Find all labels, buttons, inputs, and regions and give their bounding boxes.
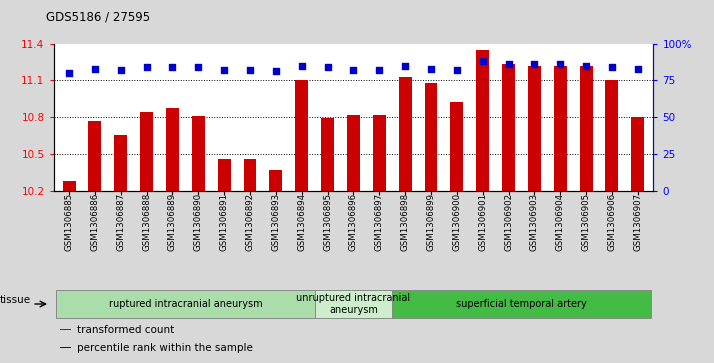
- Point: [451, 67, 463, 73]
- Bar: [451, 102, 463, 191]
- Bar: [59, 347, 71, 348]
- Bar: [373, 115, 386, 191]
- Point: [167, 64, 178, 70]
- Bar: [476, 50, 489, 191]
- Text: percentile rank within the sample: percentile rank within the sample: [76, 343, 252, 353]
- Text: ruptured intracranial aneurysm: ruptured intracranial aneurysm: [109, 299, 262, 309]
- Text: GSM1306906: GSM1306906: [608, 192, 616, 251]
- FancyBboxPatch shape: [315, 290, 392, 318]
- Bar: [192, 116, 205, 191]
- Text: GSM1306897: GSM1306897: [375, 192, 384, 251]
- Text: GSM1306907: GSM1306907: [633, 192, 643, 251]
- Point: [632, 66, 643, 72]
- Point: [270, 69, 281, 74]
- Point: [399, 63, 411, 69]
- Bar: [631, 117, 644, 191]
- Bar: [425, 83, 438, 191]
- Point: [555, 61, 566, 67]
- Text: GSM1306898: GSM1306898: [401, 192, 410, 251]
- Bar: [554, 66, 567, 191]
- Bar: [605, 80, 618, 191]
- Bar: [59, 329, 71, 330]
- Text: GDS5186 / 27595: GDS5186 / 27595: [46, 11, 151, 24]
- Text: unruptured intracranial
aneurysm: unruptured intracranial aneurysm: [296, 293, 411, 315]
- Point: [193, 64, 204, 70]
- Bar: [140, 112, 153, 191]
- Text: GSM1306901: GSM1306901: [478, 192, 487, 251]
- Bar: [502, 64, 515, 191]
- Text: GSM1306890: GSM1306890: [193, 192, 203, 251]
- Point: [503, 61, 514, 67]
- Bar: [166, 109, 179, 191]
- Bar: [218, 159, 231, 191]
- Bar: [114, 135, 127, 191]
- Text: GSM1306900: GSM1306900: [453, 192, 461, 251]
- Point: [348, 67, 359, 73]
- Bar: [347, 115, 360, 191]
- Point: [373, 67, 385, 73]
- Bar: [580, 66, 593, 191]
- Point: [477, 58, 488, 64]
- Bar: [243, 159, 256, 191]
- Point: [141, 64, 152, 70]
- Text: GSM1306894: GSM1306894: [297, 192, 306, 251]
- Point: [322, 64, 333, 70]
- FancyBboxPatch shape: [56, 290, 315, 318]
- Point: [115, 67, 126, 73]
- Bar: [321, 118, 334, 191]
- Text: GSM1306891: GSM1306891: [220, 192, 228, 251]
- Text: GSM1306888: GSM1306888: [142, 192, 151, 251]
- Text: GSM1306902: GSM1306902: [504, 192, 513, 251]
- Point: [89, 66, 101, 72]
- Bar: [269, 170, 282, 191]
- Text: GSM1306893: GSM1306893: [271, 192, 281, 251]
- Point: [244, 67, 256, 73]
- Point: [606, 64, 618, 70]
- Point: [296, 63, 308, 69]
- Text: GSM1306895: GSM1306895: [323, 192, 332, 251]
- Text: tissue: tissue: [0, 295, 31, 305]
- Text: GSM1306887: GSM1306887: [116, 192, 125, 251]
- FancyBboxPatch shape: [392, 290, 650, 318]
- Bar: [528, 66, 541, 191]
- Text: GSM1306904: GSM1306904: [555, 192, 565, 251]
- Text: GSM1306903: GSM1306903: [530, 192, 539, 251]
- Point: [426, 66, 437, 72]
- Text: GSM1306885: GSM1306885: [64, 192, 74, 251]
- Text: GSM1306889: GSM1306889: [168, 192, 177, 251]
- Text: GSM1306896: GSM1306896: [349, 192, 358, 251]
- Point: [218, 67, 230, 73]
- Text: GSM1306886: GSM1306886: [91, 192, 99, 251]
- Text: GSM1306905: GSM1306905: [582, 192, 590, 251]
- Text: transformed count: transformed count: [76, 325, 174, 335]
- Point: [528, 61, 540, 67]
- Bar: [63, 181, 76, 191]
- Bar: [296, 80, 308, 191]
- Text: superficial temporal artery: superficial temporal artery: [456, 299, 587, 309]
- Bar: [89, 121, 101, 191]
- Text: GSM1306899: GSM1306899: [426, 192, 436, 250]
- Point: [64, 70, 75, 76]
- Point: [580, 63, 592, 69]
- Text: GSM1306892: GSM1306892: [246, 192, 254, 251]
- Bar: [398, 77, 411, 191]
